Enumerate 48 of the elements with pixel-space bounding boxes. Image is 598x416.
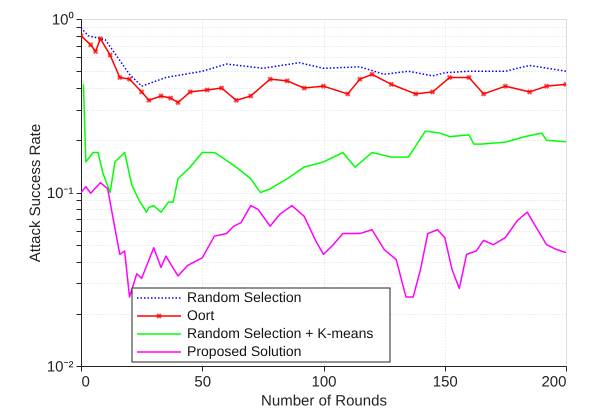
- legend-label: Random Selection + K-means: [187, 325, 374, 341]
- point: [388, 82, 394, 88]
- legend-label: Oort: [187, 307, 214, 323]
- x-tick-label: 100: [311, 374, 337, 390]
- point: [345, 91, 350, 97]
- y-tick-label: 10⁰: [52, 12, 74, 28]
- x-tick-label: 0: [82, 374, 90, 390]
- point: [357, 76, 363, 82]
- point: [138, 89, 144, 95]
- x-tick-label: 150: [432, 374, 458, 390]
- point: [117, 74, 123, 80]
- point: [412, 91, 418, 97]
- point: [320, 83, 326, 89]
- point: [446, 74, 452, 80]
- point: [466, 74, 472, 80]
- point: [175, 100, 181, 106]
- point: [267, 76, 273, 82]
- point: [301, 85, 307, 91]
- y-tick-label: 10⁻¹: [46, 185, 74, 202]
- legend-label: Random Selection: [187, 289, 302, 305]
- x-axis-title: Number of Rounds: [261, 392, 387, 410]
- point: [430, 89, 436, 95]
- point: [98, 36, 104, 42]
- point: [126, 76, 132, 82]
- point: [248, 93, 254, 99]
- point: [218, 85, 224, 91]
- y-tick-label: 10⁻²: [46, 358, 74, 376]
- point: [92, 48, 98, 54]
- point: [544, 83, 550, 89]
- point: [158, 93, 164, 99]
- point: [233, 98, 239, 103]
- point: [284, 78, 290, 84]
- point: [168, 95, 174, 101]
- point: [204, 87, 210, 93]
- point: [146, 98, 152, 103]
- point: [187, 89, 193, 95]
- point: [88, 42, 94, 48]
- line-series: [81, 27, 566, 87]
- point: [480, 91, 486, 97]
- y-axis-title: Attack Success Rate: [26, 124, 44, 262]
- line-series: [82, 84, 566, 213]
- point: [369, 72, 375, 78]
- legend-label: Proposed Solution: [187, 343, 302, 359]
- point: [526, 89, 532, 95]
- point: [107, 52, 113, 58]
- point: [502, 83, 508, 89]
- x-tick-label: 50: [194, 374, 212, 390]
- x-tick-label: 200: [541, 374, 566, 390]
